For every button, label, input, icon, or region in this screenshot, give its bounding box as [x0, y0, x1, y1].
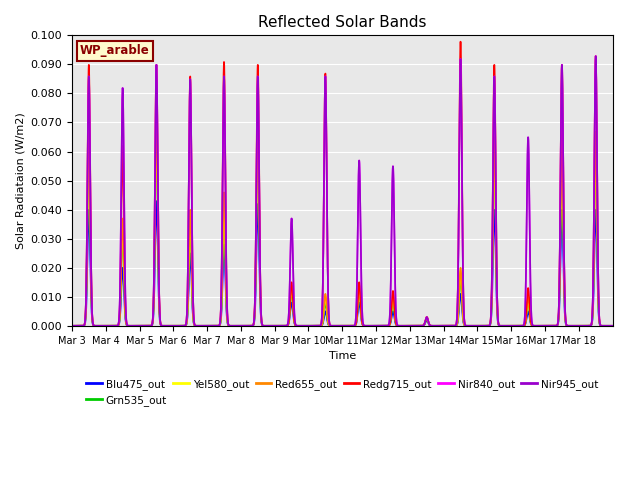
- Grn535_out: [526, 316, 534, 322]
- Red655_out: [460, 316, 467, 322]
- Yel580_out: [609, 323, 616, 329]
- Redg715_out: [609, 323, 616, 329]
- Red655_out: [526, 314, 534, 320]
- Yel580_out: [412, 323, 420, 329]
- Line: Redg715_out: Redg715_out: [72, 42, 612, 326]
- Red655_out: [153, 114, 161, 120]
- Title: Reflected Solar Bands: Reflected Solar Bands: [258, 15, 426, 30]
- Redg715_out: [603, 323, 611, 329]
- Line: Nir840_out: Nir840_out: [72, 56, 612, 326]
- Yel580_out: [68, 323, 76, 329]
- Red655_out: [179, 323, 187, 329]
- Line: Nir945_out: Nir945_out: [72, 56, 612, 326]
- Redg715_out: [179, 323, 186, 329]
- Nir945_out: [592, 53, 600, 59]
- Redg715_out: [412, 323, 419, 329]
- Nir840_out: [494, 311, 502, 316]
- Redg715_out: [494, 313, 502, 319]
- Nir945_out: [460, 283, 467, 288]
- Nir840_out: [460, 283, 467, 288]
- Yel580_out: [153, 126, 161, 132]
- Grn535_out: [68, 323, 76, 329]
- Nir945_out: [406, 323, 414, 329]
- Nir840_out: [412, 323, 419, 329]
- Yel580_out: [406, 323, 414, 329]
- Text: WP_arable: WP_arable: [80, 44, 150, 57]
- Line: Grn535_out: Grn535_out: [72, 137, 612, 326]
- Nir840_out: [68, 323, 76, 329]
- Red655_out: [412, 323, 420, 329]
- Nir840_out: [526, 256, 534, 262]
- Nir945_out: [494, 311, 502, 316]
- Nir945_out: [412, 323, 419, 329]
- Yel580_out: [526, 315, 534, 321]
- Redg715_out: [526, 312, 534, 318]
- Blu475_out: [460, 319, 467, 325]
- Nir840_out: [592, 53, 600, 59]
- Red655_out: [406, 323, 414, 329]
- Grn535_out: [609, 323, 616, 329]
- Blu475_out: [153, 198, 161, 204]
- Grn535_out: [406, 323, 414, 329]
- Nir840_out: [609, 323, 616, 329]
- Grn535_out: [460, 317, 467, 323]
- Redg715_out: [457, 39, 465, 45]
- Line: Blu475_out: Blu475_out: [72, 201, 612, 326]
- Red655_out: [494, 316, 502, 322]
- Nir945_out: [609, 323, 616, 329]
- Red655_out: [609, 323, 616, 329]
- Yel580_out: [179, 323, 187, 329]
- Blu475_out: [526, 319, 534, 324]
- Grn535_out: [412, 323, 420, 329]
- Yel580_out: [494, 316, 502, 322]
- Grn535_out: [494, 317, 502, 323]
- Line: Red655_out: Red655_out: [72, 117, 612, 326]
- Nir840_out: [179, 323, 186, 329]
- Grn535_out: [179, 323, 187, 329]
- Red655_out: [603, 323, 611, 329]
- X-axis label: Time: Time: [329, 351, 356, 361]
- Yel580_out: [460, 316, 467, 322]
- Y-axis label: Solar Radiataion (W/m2): Solar Radiataion (W/m2): [15, 112, 25, 249]
- Grn535_out: [152, 134, 160, 140]
- Blu475_out: [68, 323, 76, 329]
- Nir945_out: [603, 323, 611, 329]
- Blu475_out: [494, 319, 502, 324]
- Redg715_out: [68, 323, 76, 329]
- Nir840_out: [603, 323, 611, 329]
- Line: Yel580_out: Yel580_out: [72, 129, 612, 326]
- Nir945_out: [179, 323, 186, 329]
- Yel580_out: [603, 323, 611, 329]
- Legend: Blu475_out, Grn535_out, Yel580_out, Red655_out, Redg715_out, Nir840_out, Nir945_: Blu475_out, Grn535_out, Yel580_out, Red6…: [82, 374, 603, 410]
- Blu475_out: [603, 323, 611, 329]
- Blu475_out: [406, 323, 414, 329]
- Redg715_out: [460, 290, 467, 296]
- Blu475_out: [609, 323, 616, 329]
- Blu475_out: [412, 323, 420, 329]
- Redg715_out: [406, 323, 414, 329]
- Nir945_out: [68, 323, 76, 329]
- Blu475_out: [179, 323, 187, 329]
- Grn535_out: [603, 323, 611, 329]
- Red655_out: [68, 323, 76, 329]
- Nir945_out: [526, 256, 534, 262]
- Nir840_out: [406, 323, 414, 329]
